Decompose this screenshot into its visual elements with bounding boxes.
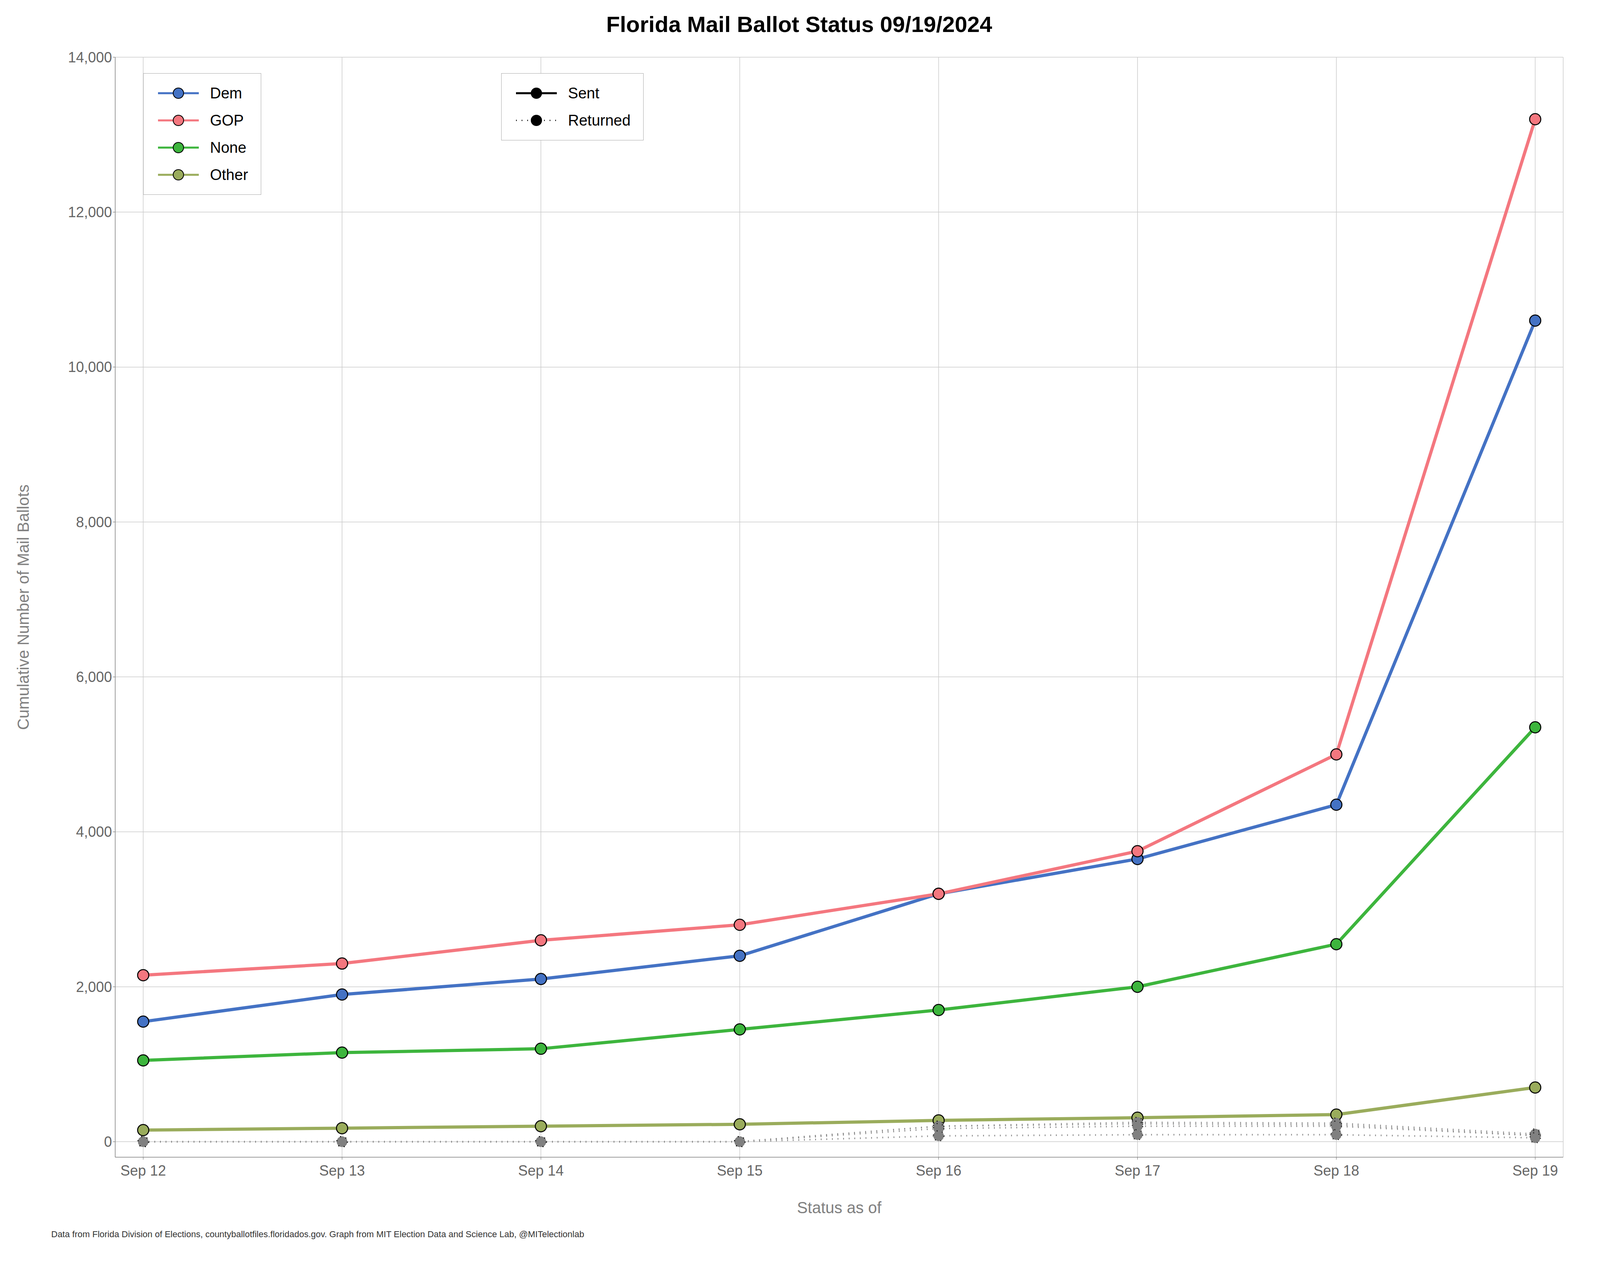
svg-text:Sep 17: Sep 17 — [1114, 1162, 1161, 1179]
svg-text:10,000: 10,000 — [68, 358, 112, 376]
svg-text:Cumulative Number of Mail Ball: Cumulative Number of Mail Ballots — [14, 484, 32, 730]
html-text:None: None — [210, 139, 247, 156]
html-text:Dem: Dem — [210, 84, 243, 102]
svg-text:12,000: 12,000 — [68, 204, 112, 221]
svg-text:Sep 12: Sep 12 — [120, 1162, 166, 1179]
svg-text:Sep 14: Sep 14 — [518, 1162, 564, 1179]
svg-text:Sep 19: Sep 19 — [1512, 1162, 1558, 1179]
svg-text:Sep 18: Sep 18 — [1313, 1162, 1360, 1179]
svg-text:6,000: 6,000 — [76, 668, 112, 686]
html-text:GOP: GOP — [210, 111, 244, 129]
svg-text:4,000: 4,000 — [76, 823, 112, 840]
svg-text:8,000: 8,000 — [76, 514, 112, 531]
html-text:Returned: Returned — [568, 111, 631, 129]
svg-text:Status as of: Status as of — [796, 1198, 882, 1217]
svg-text:Sep 15: Sep 15 — [716, 1162, 763, 1179]
html-text:Data from Florida Division of: Data from Florida Division of Elections,… — [51, 1229, 585, 1240]
svg-text:14,000: 14,000 — [68, 49, 112, 66]
html-text:Sent: Sent — [568, 84, 600, 102]
svg-text:2,000: 2,000 — [76, 978, 112, 996]
svg-text:Sep 13: Sep 13 — [319, 1162, 365, 1179]
svg-text:Sep 16: Sep 16 — [916, 1162, 962, 1179]
html-text:Other: Other — [210, 166, 248, 183]
html-text:Florida Mail Ballot Status 09/: Florida Mail Ballot Status 09/19/2024 — [606, 11, 993, 37]
svg-text:0: 0 — [104, 1133, 112, 1150]
